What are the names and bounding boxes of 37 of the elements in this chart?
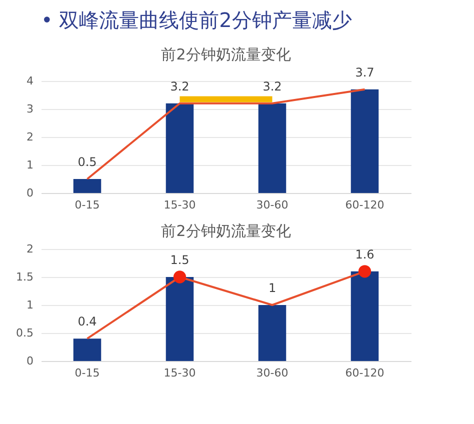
x-tick-label: 30-60 xyxy=(256,366,288,380)
x-tick-label: 60-120 xyxy=(345,198,384,212)
y-tick-label: 4 xyxy=(26,74,34,88)
data-label: 1.5 xyxy=(170,253,190,267)
data-label: 3.2 xyxy=(170,79,190,94)
bar xyxy=(350,271,379,361)
data-label: 0.5 xyxy=(78,155,97,169)
data-label: 1 xyxy=(268,281,276,295)
bar xyxy=(350,89,379,193)
bar xyxy=(73,179,102,193)
y-tick-label: 0.5 xyxy=(16,326,34,340)
chart-title: 前2分钟奶流量变化 xyxy=(161,222,291,240)
x-tick-label: 0-15 xyxy=(74,198,100,212)
x-tick-label: 30-60 xyxy=(256,198,288,212)
y-tick-label: 0 xyxy=(26,354,34,368)
y-tick-label: 1 xyxy=(26,298,34,312)
y-tick-label: 3 xyxy=(26,102,34,116)
bar xyxy=(258,305,286,361)
bar xyxy=(258,103,286,193)
data-label: 3.7 xyxy=(355,65,374,80)
bar xyxy=(73,338,102,361)
data-label: 1.6 xyxy=(355,247,374,262)
x-tick-label: 15-30 xyxy=(164,198,196,212)
text: • 双峰流量曲线使前2分钟产量减少 xyxy=(41,8,352,32)
data-label: 3.2 xyxy=(262,79,282,94)
data-label: 0.4 xyxy=(78,314,97,329)
bar xyxy=(166,103,194,193)
y-tick-label: 2 xyxy=(26,130,34,144)
x-tick-label: 15-30 xyxy=(164,366,196,380)
y-tick-label: 1.5 xyxy=(16,270,34,284)
y-tick-label: 2 xyxy=(26,242,34,256)
y-tick-label: 1 xyxy=(26,158,34,172)
x-tick-label: 60-120 xyxy=(345,366,384,380)
chart-title: 前2分钟奶流量变化 xyxy=(161,45,291,64)
y-tick-label: 0 xyxy=(26,186,34,200)
x-tick-label: 0-15 xyxy=(74,366,100,380)
bar xyxy=(166,277,194,361)
